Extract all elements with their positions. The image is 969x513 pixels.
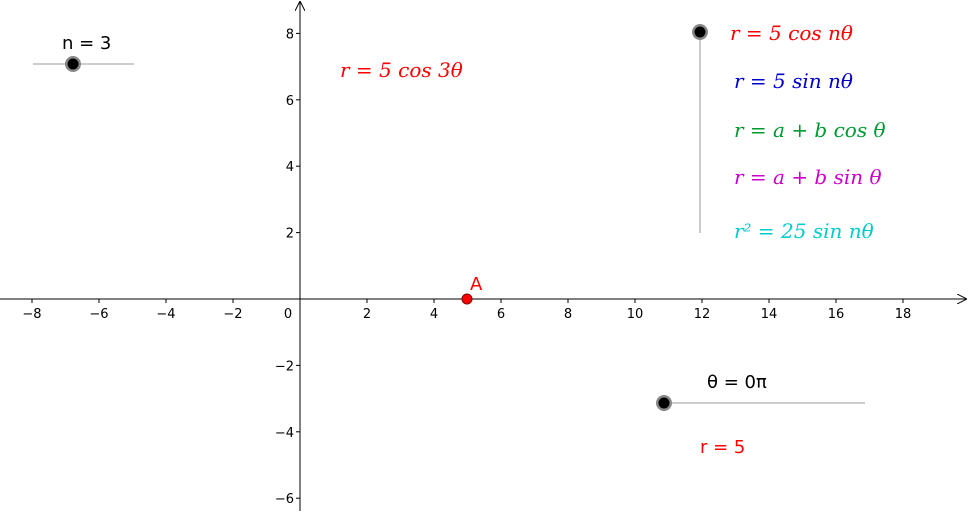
point-a[interactable]: A [461,274,483,305]
r-readout: r = 5 [700,437,745,458]
x-tick-label: 2 [363,307,371,322]
x-tick-label: 14 [761,307,778,322]
slider-curve-selector[interactable] [692,24,708,233]
y-tick-label: 8 [286,27,294,42]
slider-theta[interactable]: θ = 0π [656,372,865,411]
formula-options: r = 5 cos nθ r = 5 sin nθ r = a + b cos … [730,21,886,243]
x-tick-label: −6 [89,307,108,322]
slider-n-label: n = 3 [62,33,111,54]
y-tick-label: 6 [286,94,294,109]
x-tick-label: 12 [694,307,711,322]
x-tick-label: −8 [22,307,41,322]
slider-theta-handle[interactable] [658,397,670,409]
y-axis-ticks: 8 6 4 2 −2 −4 −6 [275,27,300,507]
slider-n[interactable]: n = 3 [33,33,134,72]
x-tick-label: −2 [223,307,242,322]
y-tick-label: −6 [275,492,294,507]
x-tick-label: 0 [284,307,292,322]
point-a-label: A [470,274,483,295]
formula-option: r = 5 cos nθ [730,21,853,45]
x-tick-label: 4 [430,307,438,322]
y-tick-label: 4 [286,160,294,175]
y-tick-label: −4 [275,426,294,441]
x-tick-label: 8 [564,307,572,322]
x-tick-label: 18 [895,307,912,322]
x-axis-ticks: −8 −6 −4 −2 0 2 4 6 8 10 12 14 16 18 [22,299,911,322]
slider-curve-handle[interactable] [694,26,706,38]
point-a-dot[interactable] [461,293,473,305]
formula-option: r = 5 sin nθ [734,69,853,93]
slider-n-handle[interactable] [67,58,79,70]
y-tick-label: −2 [275,359,294,374]
formula-option: r = a + b cos θ [734,118,886,142]
current-formula: r = 5 cos 3θ [340,58,463,82]
x-tick-label: 10 [627,307,644,322]
x-tick-label: −4 [156,307,175,322]
y-tick-label: 2 [286,227,294,242]
formula-option: r = a + b sin θ [734,165,882,189]
formula-option: r² = 25 sin nθ [734,219,874,243]
slider-theta-label: θ = 0π [707,372,767,393]
x-tick-label: 16 [828,307,845,322]
x-tick-label: 6 [497,307,505,322]
